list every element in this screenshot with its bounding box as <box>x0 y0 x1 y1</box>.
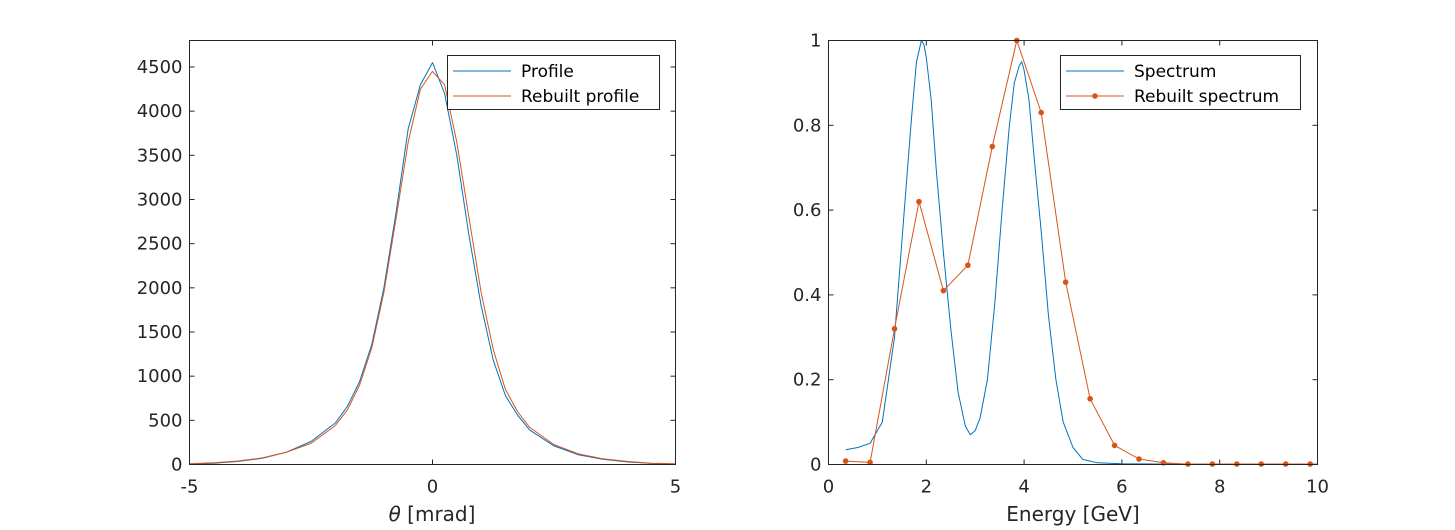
data-point-rebuilt-spectrum <box>1111 442 1118 449</box>
y-tick-label: 2000 <box>137 278 183 299</box>
spectrum-chart: 0 0.2 0.4 0.6 0.8 1 0 2 4 6 8 10 Energy [GeV] Spec… <box>793 31 1329 527</box>
plot-area-background <box>828 40 1318 465</box>
legend: Spectrum Rebuilt spectrum <box>1060 55 1301 110</box>
data-point-rebuilt-spectrum <box>1038 109 1045 116</box>
legend-box <box>447 55 660 110</box>
x-tick-label: 6 <box>1116 477 1127 498</box>
y-tick-label: 3000 <box>137 190 183 211</box>
data-point-rebuilt-spectrum <box>989 143 996 150</box>
data-point-rebuilt-spectrum <box>1062 279 1069 285</box>
data-point-rebuilt-spectrum <box>891 326 898 332</box>
data-point-rebuilt-spectrum <box>1136 456 1142 462</box>
x-tick-label: 4 <box>1018 477 1029 498</box>
y-tick-label: 3500 <box>137 145 183 166</box>
data-point-rebuilt-spectrum <box>965 262 971 269</box>
y-tick-label: 500 <box>148 410 182 431</box>
legend-label-rebuilt-spectrum: Rebuilt spectrum <box>1134 87 1279 107</box>
legend: Profile Rebuilt profile <box>447 55 660 110</box>
legend-box <box>1060 55 1301 110</box>
x-tick-label: -5 <box>181 477 199 498</box>
data-point-rebuilt-spectrum <box>842 458 849 464</box>
y-tick-label: 0.2 <box>793 370 822 391</box>
legend-marker-rebuilt-spectrum <box>1092 93 1098 99</box>
x-tick-label: 5 <box>670 477 681 498</box>
y-tick-label: 1500 <box>137 322 183 343</box>
legend-label-spectrum: Spectrum <box>1134 62 1216 82</box>
data-point-rebuilt-spectrum <box>940 287 947 294</box>
x-tick-label: 8 <box>1214 477 1225 498</box>
series-line-spectrum <box>845 40 1318 465</box>
series-line-rebuilt-profile <box>189 70 676 465</box>
x-axis-label: θ [mrad] <box>389 502 476 526</box>
x-tick-label: 2 <box>921 477 932 498</box>
legend-label-profile: Profile <box>521 62 574 82</box>
x-tick-label: 10 <box>1306 477 1329 498</box>
y-tick-label: 0.4 <box>793 285 822 306</box>
series-line-profile <box>189 62 676 465</box>
y-tick-label: 1 <box>810 31 821 52</box>
plot-area-frame <box>828 40 1318 465</box>
x-axis-label: Energy [GeV] <box>1006 502 1139 526</box>
data-point-rebuilt-spectrum <box>1087 395 1093 402</box>
y-tick-label: 4500 <box>137 57 183 78</box>
y-tick-label: 0.8 <box>793 115 822 136</box>
y-tick-label: 0 <box>171 455 182 476</box>
data-point-rebuilt-spectrum <box>867 459 873 466</box>
x-tick-label: 0 <box>823 477 834 498</box>
x-tick-label: 0 <box>427 477 438 498</box>
data-point-rebuilt-spectrum <box>916 198 922 205</box>
y-tick-label: 0.6 <box>793 200 822 221</box>
legend-label-rebuilt-profile: Rebuilt profile <box>521 87 639 107</box>
plot-area-background <box>189 40 676 465</box>
y-tick-label: 4000 <box>137 101 183 122</box>
y-tick-label: 1000 <box>137 366 183 387</box>
y-tick-label: 2500 <box>137 234 183 255</box>
y-tick-label: 0 <box>810 455 821 476</box>
plot-area-frame <box>189 40 676 465</box>
